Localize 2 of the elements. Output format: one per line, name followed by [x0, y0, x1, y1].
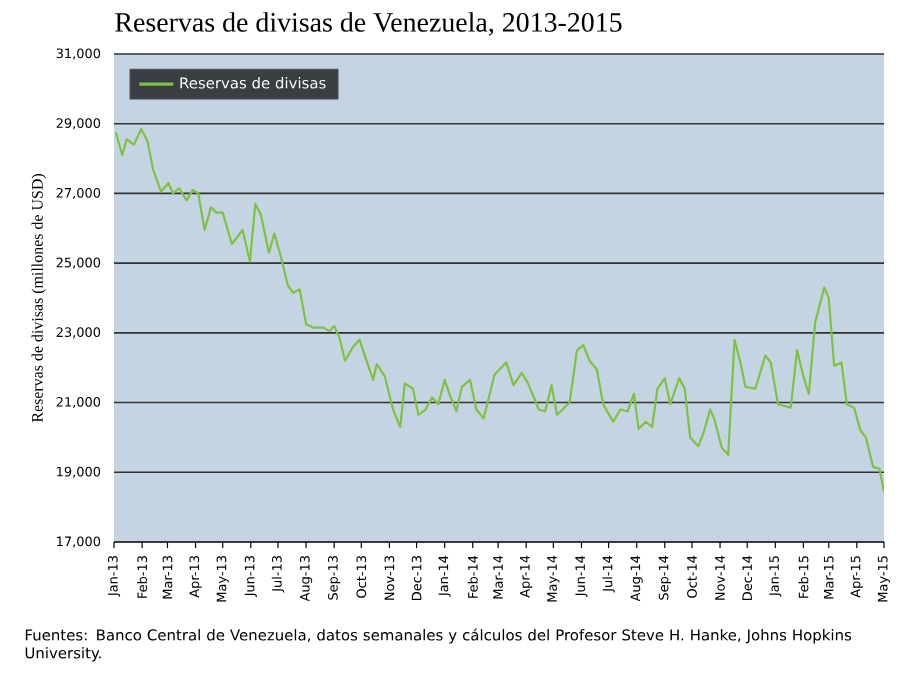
chart-title: Reservas de divisas de Venezuela, 2013-2015 — [115, 12, 622, 36]
line-series — [114, 127, 885, 493]
